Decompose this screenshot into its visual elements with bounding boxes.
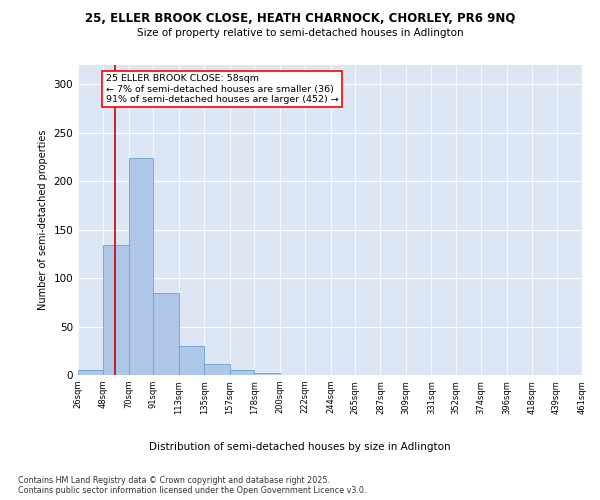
Bar [254, 373, 280, 375]
Bar [129, 158, 154, 375]
Text: Distribution of semi-detached houses by size in Adlington: Distribution of semi-detached houses by … [149, 442, 451, 452]
Bar [179, 346, 204, 375]
Y-axis label: Number of semi-detached properties: Number of semi-detached properties [38, 130, 48, 310]
Text: 25, ELLER BROOK CLOSE, HEATH CHARNOCK, CHORLEY, PR6 9NQ: 25, ELLER BROOK CLOSE, HEATH CHARNOCK, C… [85, 12, 515, 26]
Bar [154, 292, 179, 375]
Text: 25 ELLER BROOK CLOSE: 58sqm
← 7% of semi-detached houses are smaller (36)
91% of: 25 ELLER BROOK CLOSE: 58sqm ← 7% of semi… [106, 74, 338, 104]
Bar [103, 245, 129, 375]
Bar [78, 370, 103, 375]
Bar [204, 364, 230, 375]
Text: Contains HM Land Registry data © Crown copyright and database right 2025.
Contai: Contains HM Land Registry data © Crown c… [18, 476, 367, 495]
Bar [582, 373, 600, 375]
Text: Size of property relative to semi-detached houses in Adlington: Size of property relative to semi-detach… [137, 28, 463, 38]
Bar [230, 370, 254, 375]
